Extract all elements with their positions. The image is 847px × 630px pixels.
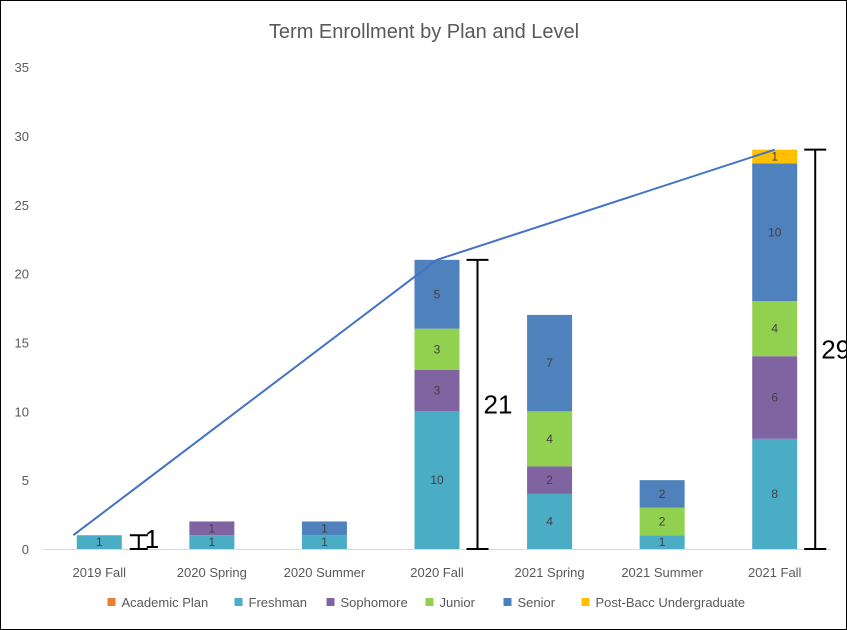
data-label: 8 bbox=[771, 487, 778, 501]
legend-label: Junior bbox=[440, 595, 476, 610]
bar-segment-freshman bbox=[414, 411, 460, 549]
legend-label: Sophomore bbox=[341, 595, 408, 610]
y-tick-label: 0 bbox=[22, 542, 29, 557]
data-label: 10 bbox=[430, 473, 444, 487]
legend-item-senior: Senior bbox=[503, 595, 556, 610]
chart-title: Term Enrollment by Plan and Level bbox=[269, 21, 579, 43]
y-tick-label: 15 bbox=[15, 335, 29, 350]
data-label: 4 bbox=[546, 514, 553, 528]
bar-segment-junior bbox=[639, 507, 685, 536]
total-bracket: 21 bbox=[466, 258, 513, 550]
x-tick-label: 2019 Fall bbox=[73, 565, 127, 580]
bar-segment-freshman bbox=[76, 535, 122, 549]
y-tick-label: 30 bbox=[15, 129, 29, 144]
data-label: 4 bbox=[546, 432, 553, 446]
legend-label: Academic Plan bbox=[122, 595, 209, 610]
trend-line-path bbox=[72, 148, 776, 537]
legend-item-academic-plan: Academic Plan bbox=[107, 595, 209, 610]
legend-swatch bbox=[425, 598, 434, 606]
x-tick-label: 2021 Spring bbox=[515, 565, 585, 580]
legend-label: Senior bbox=[518, 595, 556, 610]
legend-item-post-bacc-undergraduate: Post-Bacc Undergraduate bbox=[581, 595, 746, 610]
bar-segment-senior bbox=[527, 314, 573, 412]
legend-item-freshman: Freshman bbox=[234, 595, 308, 610]
bar-segment-freshman bbox=[301, 535, 347, 549]
legend-swatch bbox=[503, 598, 512, 606]
bar-segment-junior bbox=[752, 301, 798, 357]
data-label: 10 bbox=[768, 225, 782, 239]
total-label: 21 bbox=[484, 389, 513, 419]
bar-segment-sophomore bbox=[752, 356, 798, 439]
data-label: 1 bbox=[96, 535, 103, 549]
legend-swatch bbox=[326, 598, 335, 606]
bar-segment-junior bbox=[527, 411, 573, 467]
data-label: 1 bbox=[209, 535, 216, 549]
data-label: 3 bbox=[434, 384, 441, 398]
data-label: 1 bbox=[321, 521, 328, 535]
data-label: 1 bbox=[321, 535, 328, 549]
legend-swatch bbox=[107, 598, 116, 606]
data-label: 7 bbox=[546, 356, 553, 370]
y-tick-label: 20 bbox=[15, 267, 29, 282]
x-tick-label: 2021 Summer bbox=[621, 565, 703, 580]
bar-segment-sophomore bbox=[527, 466, 573, 494]
bar-segment-freshman bbox=[527, 493, 573, 549]
total-bracket: 1 bbox=[129, 524, 159, 554]
x-axis: 2019 Fall 2020 Spring 2020 Summer 2020 Fall… bbox=[43, 549, 831, 580]
total-bracket: 29 bbox=[804, 148, 846, 550]
bar-segment-freshman bbox=[752, 438, 798, 549]
trend-line bbox=[72, 148, 776, 537]
total-label: 29 bbox=[821, 334, 846, 364]
y-tick-label: 35 bbox=[15, 60, 29, 75]
data-label: 2 bbox=[546, 473, 553, 487]
bar-segment-sophomore bbox=[189, 521, 235, 536]
legend-item-junior: Junior bbox=[425, 595, 476, 610]
legend-swatch bbox=[234, 598, 243, 606]
bar-segment-senior bbox=[639, 480, 685, 508]
data-label: 6 bbox=[771, 391, 778, 405]
x-tick-label: 2020 Spring bbox=[177, 565, 247, 580]
bar-segment-senior bbox=[752, 163, 798, 302]
data-label: 2 bbox=[659, 487, 666, 501]
bar-segment-freshman bbox=[639, 535, 685, 549]
data-label: 1 bbox=[659, 535, 666, 549]
data-label: 2 bbox=[659, 514, 666, 528]
data-label: 5 bbox=[434, 287, 441, 301]
x-tick-label: 2020 Summer bbox=[284, 565, 366, 580]
y-tick-label: 25 bbox=[15, 198, 29, 213]
y-tick-label: 10 bbox=[15, 404, 29, 419]
legend-label: Post-Bacc Undergraduate bbox=[596, 595, 746, 610]
y-axis: 0 5 10 15 20 25 30 35 bbox=[15, 60, 29, 557]
x-tick-label: 2021 Fall bbox=[748, 565, 802, 580]
x-tick-label: 2020 Fall bbox=[410, 565, 464, 580]
legend-swatch bbox=[581, 598, 590, 606]
data-label: 3 bbox=[434, 342, 441, 356]
bar-segment-sophomore bbox=[414, 369, 460, 412]
legend: Academic Plan Freshman Sophomore Junior Seni… bbox=[107, 595, 746, 610]
bar-segment-senior bbox=[301, 521, 347, 536]
data-label: 1 bbox=[771, 150, 778, 164]
legend-item-sophomore: Sophomore bbox=[326, 595, 408, 610]
total-label: 1 bbox=[145, 524, 159, 554]
bar-segment-junior bbox=[414, 328, 460, 370]
y-tick-label: 5 bbox=[22, 473, 29, 488]
bar-segment-freshman bbox=[189, 535, 235, 549]
data-label: 4 bbox=[771, 322, 778, 336]
legend-label: Freshman bbox=[249, 595, 308, 610]
data-label: 1 bbox=[209, 521, 216, 535]
